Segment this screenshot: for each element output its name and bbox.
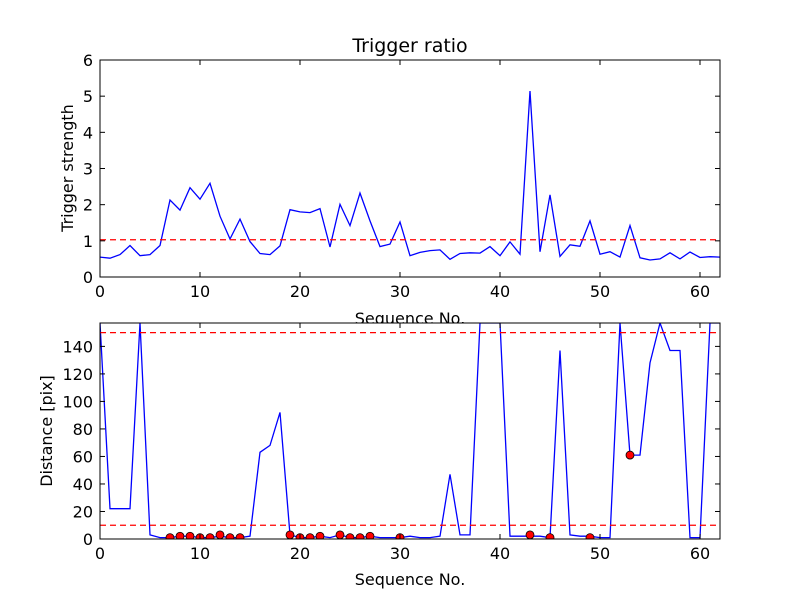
bottom-plot-background xyxy=(100,323,720,539)
bottom-y-tick-label: 60 xyxy=(73,447,93,466)
bottom-marker-point-17 xyxy=(525,530,535,539)
bottom-plot-frame xyxy=(99,322,721,540)
y-axis-label: Trigger strength xyxy=(58,104,77,233)
top-y-tick-label: 3 xyxy=(83,160,93,179)
bottom-y-tick-label: 140 xyxy=(62,337,93,356)
bottom-marker-point-15 xyxy=(365,531,375,539)
top-y-tick-label: 1 xyxy=(83,232,93,251)
bottom-x-tick-label: 0 xyxy=(95,544,105,563)
bottom-y-tick-label: 0 xyxy=(83,530,93,549)
bottom-marker-point-0 xyxy=(165,533,175,539)
top-x-tick-label: 0 xyxy=(95,282,105,301)
top-y-tick-label: 0 xyxy=(83,268,93,287)
bottom-marker-point-18 xyxy=(545,533,555,539)
bottom-marker-point-1 xyxy=(175,531,185,539)
bottom-x-tick-label: 10 xyxy=(190,544,210,563)
bottom-marker-point-6 xyxy=(225,533,235,539)
bottom-marker-point-11 xyxy=(315,531,325,539)
chart-title: Trigger ratio xyxy=(351,35,467,57)
bottom-marker-point-5 xyxy=(215,530,225,539)
bottom-y-tick-label: 100 xyxy=(62,392,93,411)
bottom-marker-point-2 xyxy=(185,531,195,539)
top-x-tick-label: 40 xyxy=(490,282,510,301)
top-x-tick-label: 10 xyxy=(190,282,210,301)
bottom-y-tick-label: 20 xyxy=(73,502,93,521)
bottom-marker-point-14 xyxy=(355,533,365,539)
y-axis-label: Distance [pix] xyxy=(37,375,56,487)
top-x-tick-label: 20 xyxy=(290,282,310,301)
distance-plot: 0 10 20 30 40 50 60 0 20 40 60 80 100 120 140 Sequence… xyxy=(37,322,721,589)
top-x-tick-label: 50 xyxy=(590,282,610,301)
bottom-x-tick-label: 30 xyxy=(390,544,410,563)
bottom-marker-point-12 xyxy=(335,530,345,539)
top-series-line-0 xyxy=(100,91,720,261)
bottom-y-tick-label: 120 xyxy=(62,365,93,384)
bottom-marker-point-7 xyxy=(235,533,245,539)
bottom-x-tick-label: 60 xyxy=(690,544,710,563)
x-axis-label: Sequence No. xyxy=(355,570,466,589)
bottom-y-tick-label: 40 xyxy=(73,475,93,494)
bottom-x-tick-label: 50 xyxy=(590,544,610,563)
top-x-tick-label: 30 xyxy=(390,282,410,301)
bottom-x-tick-label: 40 xyxy=(490,544,510,563)
bottom-marker-point-10 xyxy=(305,533,315,539)
top-x-tick-label: 60 xyxy=(690,282,710,301)
top-y-tick-label: 6 xyxy=(83,51,93,70)
top-y-tick-label: 2 xyxy=(83,196,93,215)
top-y-tick-label: 5 xyxy=(83,87,93,106)
bottom-marker-point-13 xyxy=(345,533,355,539)
bottom-marker-point-19 xyxy=(585,533,595,539)
bottom-marker-point-4 xyxy=(205,533,215,539)
bottom-marker-point-20 xyxy=(625,450,635,460)
bottom-y-tick-label: 80 xyxy=(73,420,93,439)
bottom-marker-point-8 xyxy=(285,530,295,539)
top-y-tick-label: 4 xyxy=(83,123,93,142)
bottom-x-tick-label: 20 xyxy=(290,544,310,563)
